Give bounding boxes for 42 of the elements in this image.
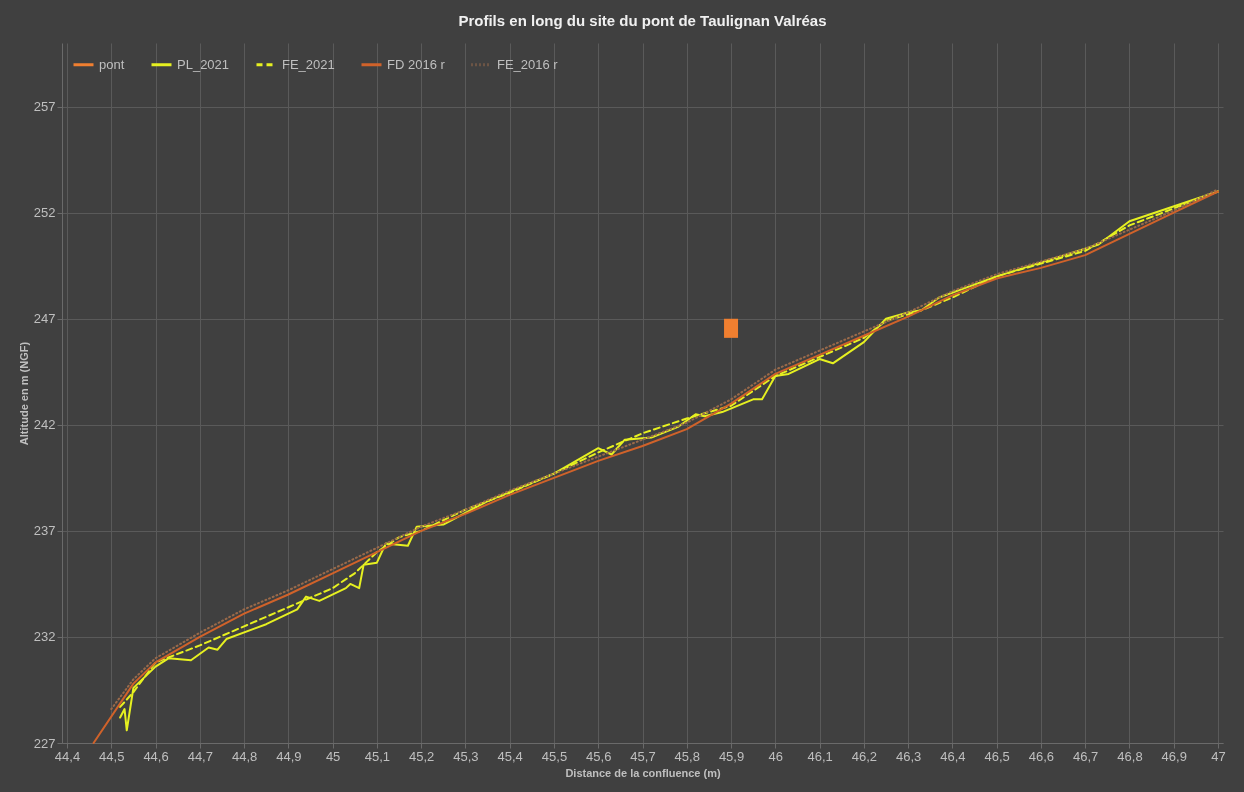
x-tick-label: 47 xyxy=(1211,748,1226,764)
x-tick-label: 45,6 xyxy=(586,748,612,764)
x-axis-title: Distance de la confluence (m) xyxy=(565,766,721,779)
x-tick-label: 45,9 xyxy=(718,748,745,764)
x-tick-label: 44,8 xyxy=(231,748,258,764)
x-tick-label: 46,9 xyxy=(1161,748,1187,764)
y-tick-label: 252 xyxy=(33,205,56,221)
chart-title: Profils en long du site du pont de Taulignan Valréas xyxy=(458,12,827,29)
x-tick-label: 46,1 xyxy=(807,748,833,764)
y-tick-label: 232 xyxy=(33,629,56,645)
x-tick-label: 46,2 xyxy=(851,748,877,764)
x-tick-label: 44,4 xyxy=(54,748,81,764)
x-tick-label: 45,5 xyxy=(541,748,568,764)
legend-label: pont xyxy=(99,56,125,72)
x-tick-label: 44,5 xyxy=(99,748,125,764)
legend-label: FD 2016 r xyxy=(387,56,446,72)
y-tick-label: 257 xyxy=(33,99,56,115)
y-axis-title: Altitude en m (NGF) xyxy=(17,341,30,446)
x-tick-label: 44,9 xyxy=(276,748,302,764)
x-tick-label: 46,5 xyxy=(984,748,1010,764)
x-tick-label: 46,3 xyxy=(895,748,922,764)
x-tick-label: 45 xyxy=(325,748,341,764)
x-tick-label: 45,1 xyxy=(364,748,391,764)
x-tick-label: 45,8 xyxy=(674,748,700,764)
x-tick-label: 46,8 xyxy=(1117,748,1143,764)
x-tick-label: 46,4 xyxy=(940,748,966,764)
legend-label: FE_2016 r xyxy=(497,56,559,72)
x-tick-label: 46,7 xyxy=(1073,748,1099,764)
x-tick-label: 45,4 xyxy=(497,748,523,764)
x-tick-label: 46 xyxy=(768,748,784,764)
y-tick-label: 247 xyxy=(33,311,56,327)
x-tick-label: 46,6 xyxy=(1028,748,1055,764)
x-tick-label: 45,2 xyxy=(409,748,435,764)
x-tick-label: 45,3 xyxy=(453,748,479,764)
y-tick-label: 242 xyxy=(33,417,56,433)
x-tick-label: 45,7 xyxy=(630,748,656,764)
legend-label: PL_2021 xyxy=(177,56,230,72)
x-tick-label: 44,7 xyxy=(187,748,213,764)
y-tick-label: 227 xyxy=(33,735,56,751)
legend-label: FE_2021 xyxy=(282,56,335,72)
x-tick-label: 44,6 xyxy=(143,748,169,764)
y-tick-label: 237 xyxy=(33,523,56,539)
